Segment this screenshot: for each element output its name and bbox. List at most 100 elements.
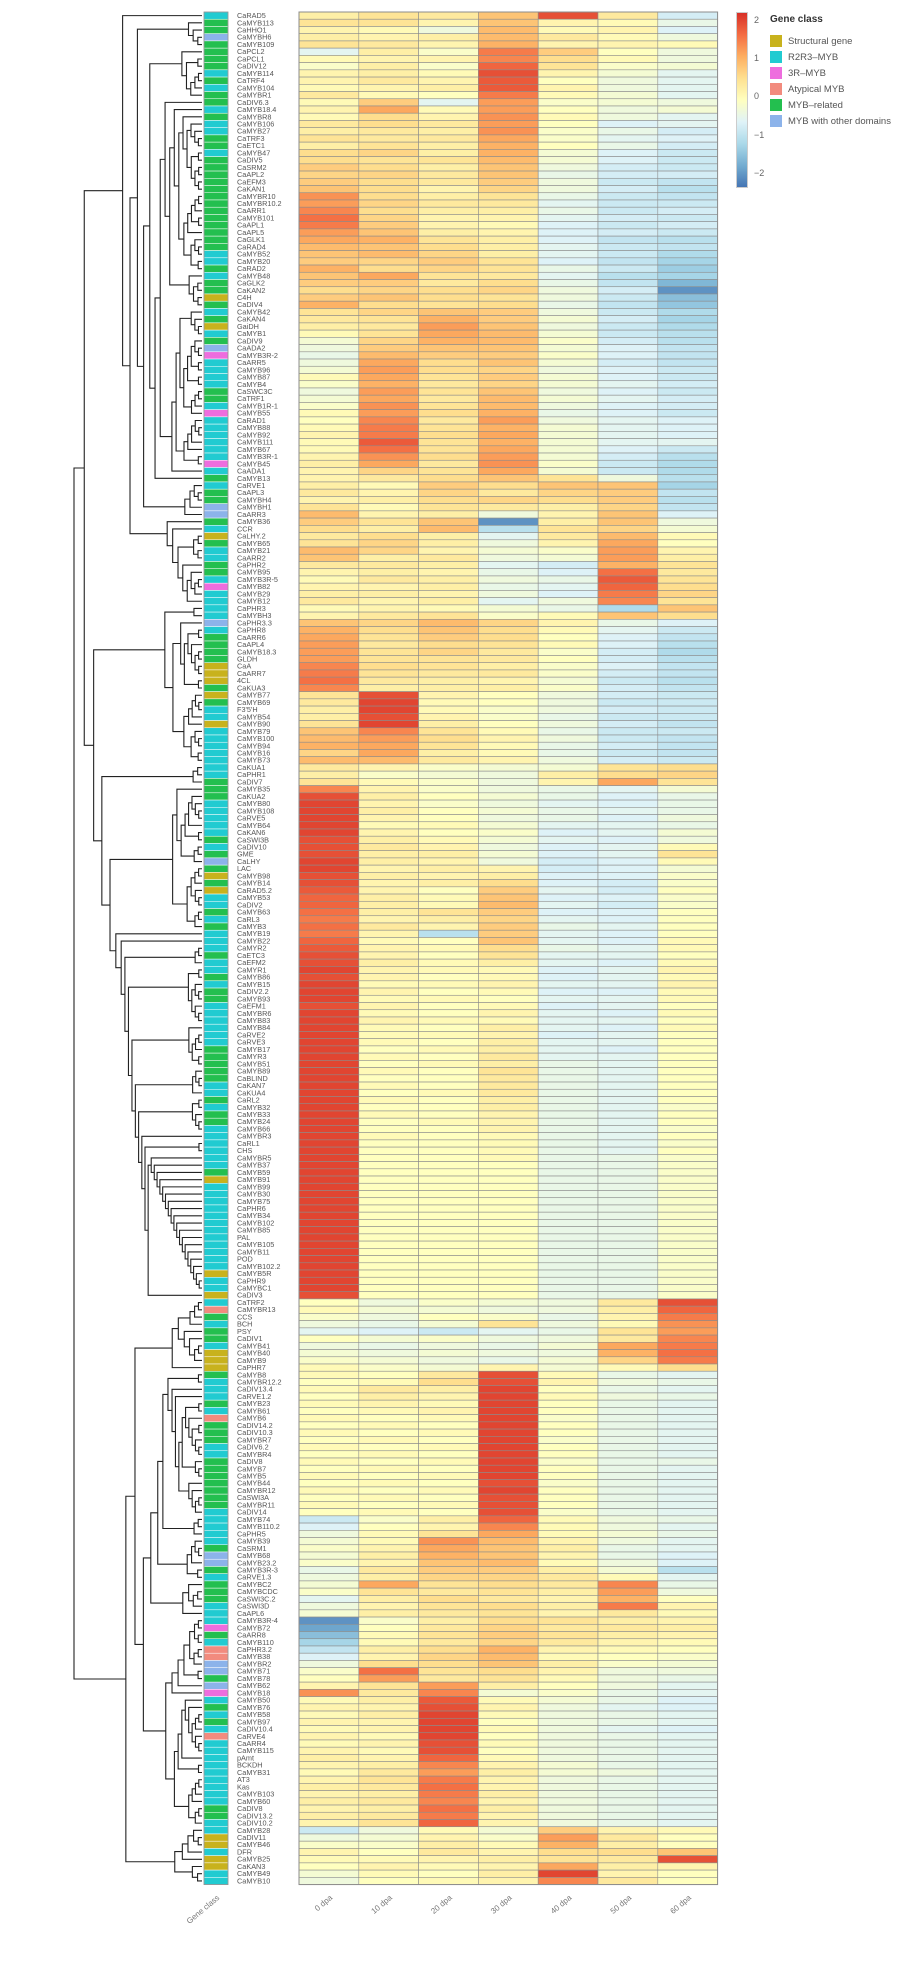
gene-class-cell bbox=[203, 1219, 229, 1227]
dendrogram-branch bbox=[197, 832, 202, 841]
heatmap-cell bbox=[537, 633, 599, 642]
heatmap-cell bbox=[657, 105, 718, 114]
dendrogram-branch bbox=[124, 956, 196, 1032]
heatmap-cell bbox=[597, 1869, 659, 1878]
heatmap-cell bbox=[478, 1067, 539, 1076]
heatmap-cell bbox=[298, 1616, 360, 1625]
heatmap-cell bbox=[418, 192, 479, 201]
heatmap-cell bbox=[537, 1522, 599, 1531]
heatmap-cell bbox=[537, 655, 599, 663]
heatmap-cell bbox=[418, 799, 479, 808]
heatmap-cell bbox=[358, 1103, 419, 1112]
gene-class-cell bbox=[203, 995, 229, 1003]
heatmap-cell bbox=[597, 857, 659, 866]
dendrogram-branch bbox=[191, 425, 202, 443]
heatmap-cell bbox=[298, 199, 360, 208]
heatmap-cell bbox=[597, 11, 659, 20]
heatmap-cell bbox=[537, 958, 599, 967]
gene-class-cell bbox=[203, 1211, 229, 1220]
gene-label: CaMYB21 bbox=[237, 546, 270, 555]
heatmap-cell bbox=[478, 1595, 539, 1603]
heatmap-cell bbox=[358, 141, 419, 150]
heatmap-cell bbox=[537, 431, 599, 439]
heatmap-cell bbox=[537, 879, 599, 888]
heatmap-cell bbox=[657, 149, 718, 157]
heatmap-cell bbox=[298, 922, 360, 931]
heatmap-cell bbox=[298, 351, 360, 360]
gene-label: CaDIV1 bbox=[237, 1334, 263, 1343]
heatmap-cell bbox=[537, 987, 599, 996]
gene-class-cell bbox=[203, 1696, 229, 1705]
heatmap-cell bbox=[358, 611, 419, 620]
gene-class-cell bbox=[203, 185, 229, 194]
gene-label: CaKAN6 bbox=[237, 828, 265, 837]
heatmap-cell bbox=[358, 828, 419, 837]
heatmap-cell bbox=[418, 1204, 479, 1213]
heatmap-cell bbox=[657, 966, 718, 974]
gene-label: CaMYB10 bbox=[237, 1876, 270, 1885]
gene-class-cell bbox=[203, 1522, 229, 1531]
heatmap-cell bbox=[657, 69, 718, 78]
gene-label: CaRAD4 bbox=[237, 242, 266, 251]
heatmap-cell bbox=[478, 655, 539, 663]
legend-item: Atypical MYB bbox=[770, 81, 900, 97]
heatmap-cell bbox=[478, 11, 539, 20]
heatmap-cell bbox=[657, 843, 718, 851]
heatmap-cell bbox=[657, 1486, 718, 1495]
heatmap-cell bbox=[418, 170, 479, 179]
heatmap-cell bbox=[537, 315, 599, 324]
dendrogram-branch bbox=[197, 1670, 202, 1680]
heatmap-cell bbox=[298, 26, 360, 34]
gene-class-cell bbox=[203, 1515, 229, 1524]
heatmap-cell bbox=[418, 431, 479, 439]
heatmap-cell bbox=[657, 1002, 718, 1011]
heatmap-cell bbox=[657, 1826, 718, 1835]
heatmap-cell bbox=[478, 1530, 539, 1538]
heatmap-cell bbox=[298, 47, 360, 56]
heatmap-cell bbox=[478, 1276, 539, 1285]
heatmap-cell bbox=[418, 365, 479, 374]
heatmap-cell bbox=[358, 1038, 419, 1047]
dendrogram-branch bbox=[198, 1779, 202, 1788]
heatmap-cell bbox=[358, 958, 419, 967]
heatmap-cell bbox=[358, 481, 419, 490]
heatmap-cell bbox=[597, 1710, 659, 1719]
heatmap-cell bbox=[358, 1826, 419, 1835]
dendrogram-branch bbox=[197, 752, 202, 761]
legend-swatch bbox=[770, 83, 782, 95]
heatmap-cell bbox=[298, 488, 360, 497]
dendrogram-branch bbox=[190, 123, 202, 138]
gene-label: CaMYB46 bbox=[237, 1840, 270, 1849]
heatmap-cell bbox=[657, 1052, 718, 1061]
legend-item: MYB with other domains bbox=[770, 113, 900, 129]
dendrogram-branch bbox=[191, 795, 202, 810]
gene-class-cell bbox=[203, 1537, 229, 1546]
gene-label: CaDIV13.4 bbox=[237, 1385, 273, 1394]
dendrogram-branch bbox=[198, 1446, 202, 1455]
dendrogram-branch bbox=[185, 1406, 199, 1429]
heatmap-cell bbox=[657, 1276, 718, 1285]
heatmap-cell bbox=[358, 1573, 419, 1582]
heatmap-cell bbox=[298, 1428, 360, 1437]
heatmap-cell bbox=[597, 1103, 659, 1112]
gene-class-cell bbox=[203, 1117, 229, 1126]
heatmap-cell bbox=[418, 1211, 479, 1220]
heatmap-cell bbox=[657, 1363, 718, 1372]
gene-class-cell bbox=[203, 1660, 229, 1668]
heatmap-cell bbox=[657, 1681, 718, 1690]
heatmap-cell bbox=[418, 1356, 479, 1365]
gene-label: CaMYB5R bbox=[237, 1269, 271, 1278]
heatmap-cell bbox=[597, 1501, 659, 1509]
heatmap-cell bbox=[657, 1226, 718, 1235]
heatmap-cell bbox=[478, 409, 539, 418]
heatmap-cell bbox=[537, 329, 599, 338]
heatmap-cell bbox=[478, 1522, 539, 1531]
heatmap-cell bbox=[537, 84, 599, 92]
heatmap-cell bbox=[597, 778, 659, 786]
heatmap-cell bbox=[478, 1016, 539, 1025]
gene-label: CaDIV2 bbox=[237, 900, 263, 909]
heatmap-cell bbox=[478, 1660, 539, 1668]
heatmap-cell bbox=[597, 597, 659, 606]
heatmap-cell bbox=[358, 1530, 419, 1538]
heatmap-cell bbox=[478, 474, 539, 483]
